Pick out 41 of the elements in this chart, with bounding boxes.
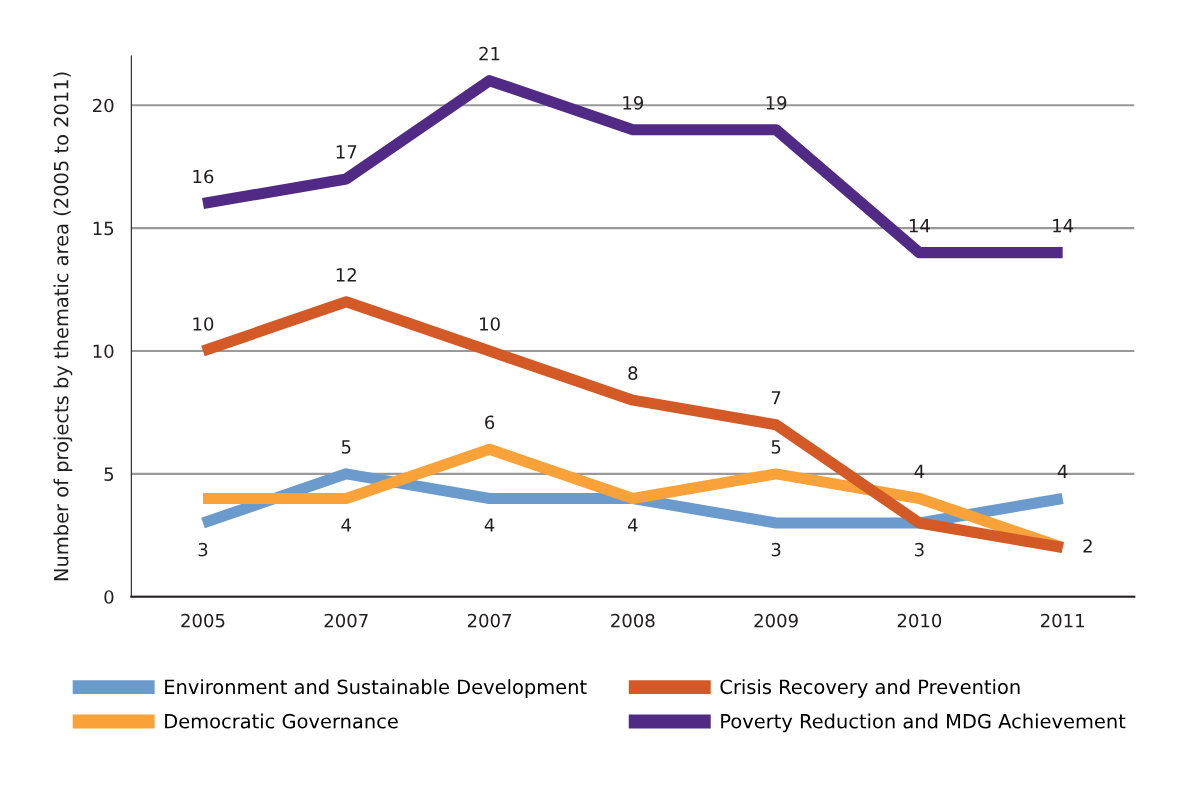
x-tick-label: 2007 (324, 613, 368, 628)
x-tick-label: 2005 (181, 613, 225, 628)
data-label: 7 (771, 391, 781, 405)
data-label: 3 (198, 542, 208, 557)
data-label: 21 (479, 46, 500, 61)
x-tick-label: 2011 (1041, 613, 1084, 628)
x-tick-label: 2008 (611, 613, 655, 628)
data-label: 4 (341, 518, 351, 532)
data-label: 6 (485, 415, 495, 430)
data-label: 10 (480, 317, 500, 331)
data-label: 3 (771, 542, 781, 557)
y-tick-label: 5 (104, 467, 114, 481)
data-label: 5 (341, 440, 351, 454)
x-tick-label: 2009 (754, 613, 798, 628)
data-label: 12 (336, 268, 356, 282)
legend-label: Crisis Recovery and Prevention (720, 679, 1020, 698)
data-label: 16 (193, 169, 214, 184)
data-label: 14 (909, 219, 930, 233)
legend-label: Democratic Governance (165, 713, 398, 729)
data-label: 4 (914, 464, 925, 479)
data-label: 10 (193, 317, 214, 331)
data-label: 5 (771, 440, 781, 454)
legend-label: Environment and Sustainable Development (165, 679, 587, 698)
x-tick-label: 2007 (467, 613, 511, 628)
x-tick-label: 2010 (897, 613, 942, 628)
legend-label: Poverty Reduction and MDG Achievement (721, 713, 1126, 733)
y-tick-label: 10 (93, 344, 114, 359)
data-label: 2 (1083, 539, 1092, 553)
data-label: 4 (1057, 464, 1068, 479)
y-tick-label: 0 (104, 590, 114, 604)
data-label: 19 (623, 95, 644, 110)
y-tick-label: 15 (93, 221, 114, 236)
data-label: 4 (627, 518, 638, 532)
data-label: 4 (484, 518, 495, 532)
data-label: 3 (915, 542, 924, 557)
data-label: 17 (336, 145, 357, 159)
y-tick-label: 20 (93, 98, 114, 113)
data-label: 8 (628, 366, 638, 380)
data-label: 14 (1053, 219, 1074, 233)
y-axis-title: Number of projects by thematic area (2005 to 2011) (53, 72, 73, 581)
data-label: 19 (766, 95, 787, 110)
